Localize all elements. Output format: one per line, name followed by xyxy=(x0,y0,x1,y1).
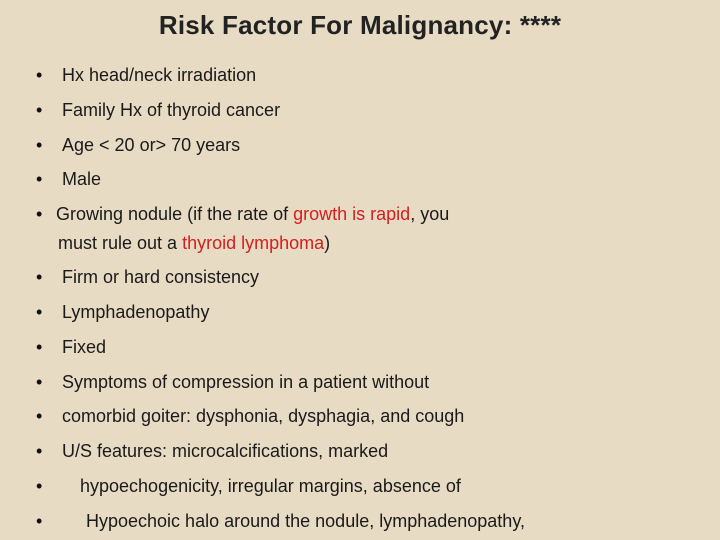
list-item-text-mid: , you xyxy=(410,204,449,224)
list-item: hypoechogenicity, irregular margins, abs… xyxy=(34,474,690,498)
list-item: Growing nodule (if the rate of growth is… xyxy=(34,202,690,226)
emphasis-text: growth is rapid xyxy=(293,204,410,224)
list-item-text: Family Hx of thyroid cancer xyxy=(62,100,280,120)
list-item: Fixed xyxy=(34,335,690,359)
list-item-text: Lymphadenopathy xyxy=(62,302,209,322)
list-item: Hypoechoic halo around the nodule, lymph… xyxy=(34,509,690,533)
emphasis-text: thyroid lymphoma xyxy=(182,233,324,253)
list-item: Firm or hard consistency xyxy=(34,265,690,289)
list-item: Symptoms of compression in a patient wit… xyxy=(34,370,690,394)
bullet-list: Firm or hard consistency Lymphadenopathy… xyxy=(30,265,690,533)
list-item: comorbid goiter: dysphonia, dysphagia, a… xyxy=(34,404,690,428)
list-item-text: Firm or hard consistency xyxy=(62,267,259,287)
list-item-text: Hypoechoic halo around the nodule, lymph… xyxy=(62,511,525,531)
list-item-text: U/S features: microcalcifications, marke… xyxy=(62,441,388,461)
list-item-text-pre: Growing nodule (if the rate of xyxy=(56,204,293,224)
list-item-text: Fixed xyxy=(62,337,106,357)
list-item-text: hypoechogenicity, irregular margins, abs… xyxy=(62,476,461,496)
list-item-text-post: ) xyxy=(324,233,330,253)
list-item: Hx head/neck irradiation xyxy=(34,63,690,87)
list-item-text: Age < 20 or> 70 years xyxy=(62,135,240,155)
list-item-continuation: must rule out a thyroid lymphoma) xyxy=(58,231,690,255)
list-item-text: Male xyxy=(62,169,101,189)
list-item: U/S features: microcalcifications, marke… xyxy=(34,439,690,463)
list-item: Family Hx of thyroid cancer xyxy=(34,98,690,122)
slide-container: Risk Factor For Malignancy: **** Hx head… xyxy=(0,0,720,540)
list-item-text-pre: must rule out a xyxy=(58,233,182,253)
list-item: Age < 20 or> 70 years xyxy=(34,133,690,157)
list-item-text: Symptoms of compression in a patient wit… xyxy=(62,372,429,392)
list-item: Lymphadenopathy xyxy=(34,300,690,324)
list-item-text: comorbid goiter: dysphonia, dysphagia, a… xyxy=(62,406,464,426)
list-item: Male xyxy=(34,167,690,191)
bullet-list: Hx head/neck irradiation Family Hx of th… xyxy=(30,63,690,226)
list-item-text: Hx head/neck irradiation xyxy=(62,65,256,85)
slide-title: Risk Factor For Malignancy: **** xyxy=(30,10,690,41)
